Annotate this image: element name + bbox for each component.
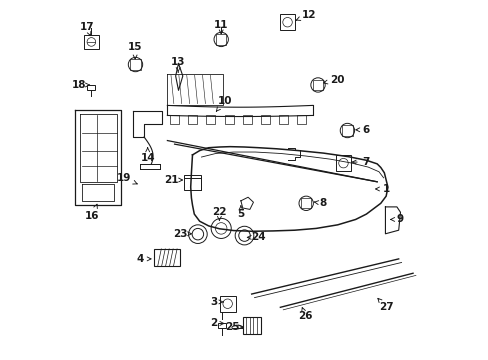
Text: 6: 6 — [355, 125, 369, 135]
Bar — [219, 296, 235, 312]
Text: 23: 23 — [172, 229, 191, 239]
Text: 9: 9 — [390, 215, 403, 224]
Bar — [154, 249, 180, 266]
Bar — [261, 116, 269, 125]
Text: 12: 12 — [296, 10, 316, 21]
Bar — [170, 116, 179, 125]
Bar — [130, 59, 141, 70]
Bar — [218, 323, 225, 328]
Bar — [84, 35, 99, 49]
Text: 16: 16 — [84, 204, 99, 221]
Text: 19: 19 — [117, 173, 137, 184]
Text: 24: 24 — [247, 232, 265, 242]
Text: 13: 13 — [171, 57, 185, 72]
Text: 25: 25 — [224, 322, 242, 332]
Text: 2: 2 — [210, 319, 224, 328]
Text: 3: 3 — [210, 297, 223, 307]
Text: 26: 26 — [298, 307, 312, 321]
Bar — [224, 116, 233, 125]
Bar — [87, 85, 95, 90]
Text: 15: 15 — [128, 42, 142, 59]
Bar — [342, 125, 352, 136]
Bar — [243, 116, 251, 125]
Bar — [206, 116, 215, 125]
Text: 7: 7 — [351, 157, 369, 167]
Text: 1: 1 — [375, 184, 389, 194]
Bar — [312, 80, 323, 90]
Text: 14: 14 — [140, 148, 155, 163]
Bar — [297, 116, 306, 125]
Text: 4: 4 — [137, 254, 151, 264]
Bar — [188, 116, 197, 125]
Text: 11: 11 — [214, 20, 228, 34]
Bar — [184, 175, 201, 190]
Bar — [301, 198, 311, 208]
Text: 21: 21 — [163, 175, 182, 185]
Text: 10: 10 — [216, 96, 231, 111]
Bar — [216, 34, 226, 45]
Bar — [279, 14, 295, 30]
Text: 22: 22 — [212, 207, 226, 220]
Text: 17: 17 — [79, 22, 94, 36]
Text: 27: 27 — [377, 298, 393, 312]
Bar — [242, 317, 260, 334]
Bar — [279, 116, 287, 125]
Text: 20: 20 — [323, 75, 344, 85]
Text: 5: 5 — [237, 206, 244, 219]
Text: 8: 8 — [313, 198, 326, 208]
Bar — [335, 155, 351, 171]
Text: 18: 18 — [72, 80, 89, 90]
